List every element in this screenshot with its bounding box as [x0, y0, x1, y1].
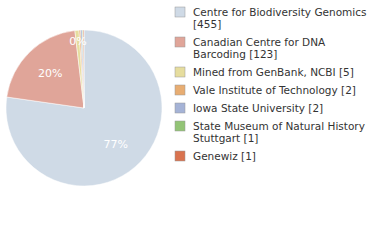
legend-item: Genewiz [1]	[175, 150, 256, 162]
slice-label: 77%	[103, 138, 127, 151]
legend-label: State Museum of Natural HistoryStuttgart…	[193, 120, 365, 144]
legend-swatch	[175, 7, 185, 17]
legend-item: Mined from GenBank, NCBI [5]	[175, 66, 354, 78]
legend-swatch	[175, 121, 185, 131]
pie	[6, 30, 162, 186]
slice-label: 20%	[38, 67, 62, 80]
slice-labels: 77% 20% 0%	[38, 35, 128, 151]
legend-swatch	[175, 37, 185, 47]
legend-item: State Museum of Natural HistoryStuttgart…	[175, 120, 365, 144]
legend-swatch	[175, 151, 185, 161]
legend-label: Genewiz [1]	[193, 150, 256, 162]
legend-swatch	[175, 103, 185, 113]
pie-slice	[6, 30, 162, 186]
chart: 77% 20% 0% Centre for Biodiversity Genomics…	[0, 0, 380, 240]
legend-swatch	[175, 67, 185, 77]
legend-item: Canadian Centre for DNABarcoding [123]	[175, 36, 326, 60]
legend-item: Iowa State University [2]	[175, 102, 323, 114]
legend-swatch	[175, 85, 185, 95]
legend: Centre for Biodiversity Genomics[455] Can…	[175, 6, 366, 162]
legend-label: Canadian Centre for DNABarcoding [123]	[193, 36, 326, 60]
legend-label: Vale Institute of Technology [2]	[193, 84, 356, 96]
legend-label: Mined from GenBank, NCBI [5]	[193, 66, 354, 78]
legend-label: Iowa State University [2]	[193, 102, 323, 114]
legend-item: Centre for Biodiversity Genomics[455]	[175, 6, 366, 30]
legend-label: Centre for Biodiversity Genomics[455]	[193, 6, 366, 30]
legend-item: Vale Institute of Technology [2]	[175, 84, 356, 96]
slice-label: 0%	[69, 35, 86, 48]
